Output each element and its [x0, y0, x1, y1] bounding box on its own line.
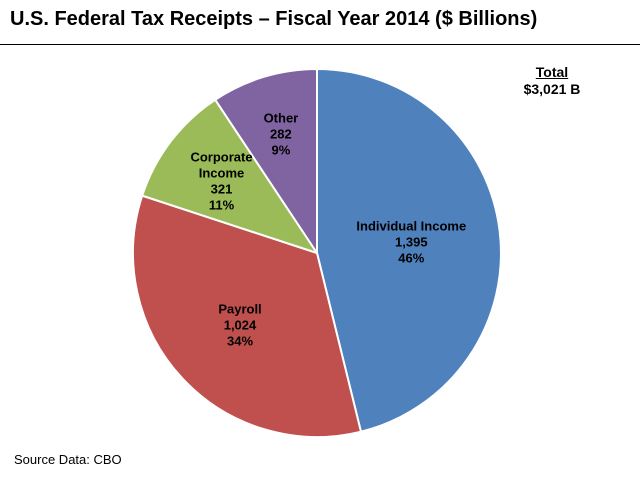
slice-individual-income: [316, 68, 502, 433]
title-divider: [0, 44, 640, 45]
label-payroll-name: Payroll: [218, 301, 261, 316]
label-individual-income-percent: 46%: [398, 251, 424, 266]
label-payroll-value: 1,024: [224, 317, 257, 332]
total-value: $3,021 B: [523, 81, 581, 97]
total-box: Total $3,021 B: [512, 64, 592, 98]
label-payroll-percent: 34%: [227, 333, 253, 348]
label-individual-income-name: Individual Income: [356, 219, 466, 234]
label-corporate-income-name: Income: [199, 165, 245, 180]
chart-title: U.S. Federal Tax Receipts – Fiscal Year …: [10, 8, 538, 30]
label-individual-income-value: 1,395: [395, 235, 428, 250]
label-corporate-income-name: Corporate: [190, 149, 252, 164]
slice-corporate-income: [141, 98, 318, 254]
label-other-value: 282: [270, 126, 292, 141]
pie-slices: [132, 68, 502, 438]
label-corporate-income-value: 321: [211, 181, 233, 196]
source-note: Source Data: CBO: [14, 452, 122, 467]
slice-payroll: [132, 194, 362, 438]
label-other-percent: 9%: [272, 142, 291, 157]
label-other-name: Other: [264, 110, 299, 125]
label-corporate-income-percent: 11%: [209, 197, 235, 212]
total-label: Total: [535, 64, 569, 80]
slice-other: [214, 68, 318, 254]
